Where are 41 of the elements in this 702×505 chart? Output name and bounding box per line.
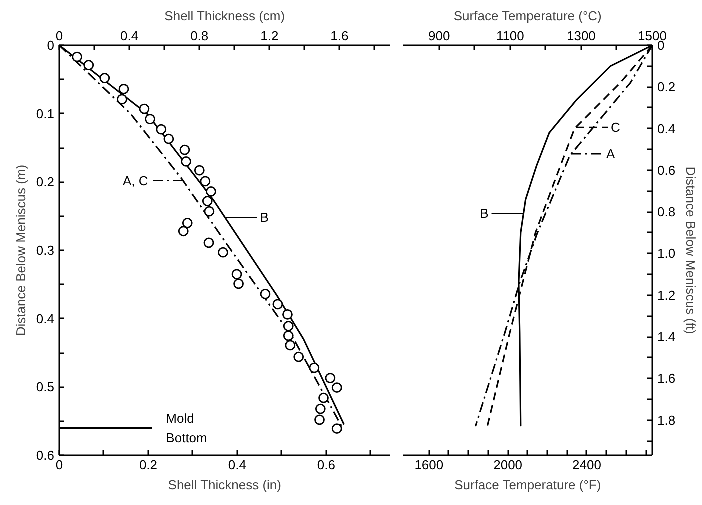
x-axis-title: Surface Temperature (°F) [454, 478, 602, 492]
y2-tick-label: 0.4 [658, 121, 676, 136]
y-tick-label: 0.2 [36, 174, 55, 190]
x2-tick-label: 0.4 [120, 28, 139, 44]
series-label: A, C [122, 173, 148, 188]
x2-tick-label: 1.6 [330, 28, 349, 44]
x2-tick-label: 0.8 [190, 28, 209, 44]
ref-line-label: Mold Bottom [166, 410, 208, 446]
y-tick-label: 0.6 [36, 448, 55, 463]
y2-axis-title: Distance Below Meniscus (ft) [684, 166, 699, 334]
y2-tick-label: 0.2 [658, 80, 676, 95]
y-tick-label: 0 [47, 38, 55, 53]
x-tick-label: 0.6 [317, 458, 336, 472]
x2-axis-title: Shell Thickness (cm) [164, 8, 286, 24]
y2-tick-label: 0.8 [658, 204, 676, 220]
x-axis-title: Shell Thickness (in) [168, 478, 282, 492]
x2-tick-label: 1300 [567, 28, 596, 44]
y2-tick-label: 1.2 [658, 288, 676, 303]
x-tick-label: 1600 [414, 458, 444, 472]
y2-tick-label: 1.8 [658, 412, 676, 428]
y-tick-label: 0.1 [36, 106, 55, 122]
x-tick-label: 2000 [494, 458, 523, 472]
x2-tick-label: 900 [428, 28, 450, 44]
x2-tick-label: 1.2 [260, 28, 279, 44]
x-tick-label: 0.4 [228, 458, 246, 472]
y2-tick-label: 1.4 [658, 330, 676, 345]
legend-label: B [260, 210, 269, 226]
legend-label: A [606, 146, 616, 162]
y-tick-label: 0.3 [36, 243, 55, 258]
x-tick-label: 0.2 [139, 458, 158, 472]
legend-label: C [611, 120, 620, 135]
text: B [480, 206, 489, 222]
y2-tick-label: 1.0 [658, 246, 676, 262]
y-tick-label: 0.5 [36, 380, 55, 395]
x2-tick-label: 1100 [496, 28, 524, 44]
y2-tick-label: 1.6 [658, 371, 676, 386]
x2-axis-title: Surface Temperature (°C) [454, 8, 602, 24]
x-tick-label: 2400 [572, 458, 602, 472]
y-tick-label: 0.4 [36, 311, 55, 326]
y2-tick-label: 0.6 [658, 162, 676, 178]
y-axis-title: Distance Below Meniscus (m) [13, 164, 28, 336]
